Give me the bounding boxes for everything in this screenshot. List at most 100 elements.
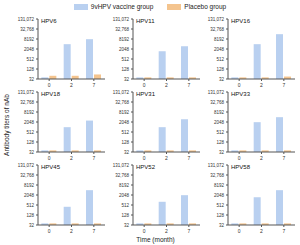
svg-text:131,072: 131,072 xyxy=(208,163,225,168)
svg-text:0: 0 xyxy=(143,228,146,234)
svg-text:0: 0 xyxy=(48,228,51,234)
svg-text:128: 128 xyxy=(26,213,34,218)
svg-text:131,072: 131,072 xyxy=(113,17,130,22)
svg-text:0: 0 xyxy=(238,82,241,88)
svg-text:2048: 2048 xyxy=(119,120,130,125)
svg-text:128: 128 xyxy=(121,213,129,218)
svg-text:131,072: 131,072 xyxy=(18,17,35,22)
svg-text:2048: 2048 xyxy=(24,120,35,125)
svg-text:512: 512 xyxy=(216,57,224,62)
svg-text:32,768: 32,768 xyxy=(20,27,34,32)
svg-text:128: 128 xyxy=(121,67,129,72)
svg-text:128: 128 xyxy=(26,140,34,145)
svg-text:512: 512 xyxy=(216,130,224,135)
svg-text:2: 2 xyxy=(260,228,263,234)
svg-text:32: 32 xyxy=(219,150,225,155)
svg-text:128: 128 xyxy=(216,213,224,218)
html-text:HPV33: HPV33 xyxy=(231,91,250,97)
svg-text:7: 7 xyxy=(92,228,95,234)
svg-text:32,768: 32,768 xyxy=(115,100,129,105)
svg-text:2: 2 xyxy=(70,228,73,234)
svg-text:7: 7 xyxy=(282,82,285,88)
svg-text:128: 128 xyxy=(121,140,129,145)
svg-text:2: 2 xyxy=(70,155,73,161)
html-text:9vHPV vaccine group: 9vHPV vaccine group xyxy=(90,3,154,10)
svg-text:7: 7 xyxy=(92,155,95,161)
svg-text:7: 7 xyxy=(187,228,190,234)
svg-text:8192: 8192 xyxy=(214,37,225,42)
svg-text:32: 32 xyxy=(29,150,35,155)
svg-text:2048: 2048 xyxy=(24,193,35,198)
svg-text:8192: 8192 xyxy=(119,37,130,42)
svg-text:32: 32 xyxy=(219,77,225,82)
html-text:HPV18: HPV18 xyxy=(41,91,60,97)
svg-text:0: 0 xyxy=(238,155,241,161)
svg-text:8192: 8192 xyxy=(119,183,130,188)
html-text:Placebo group: Placebo group xyxy=(184,3,227,10)
svg-text:32: 32 xyxy=(124,77,130,82)
svg-text:512: 512 xyxy=(121,203,129,208)
svg-text:8192: 8192 xyxy=(24,110,35,115)
svg-text:7: 7 xyxy=(187,82,190,88)
svg-text:7: 7 xyxy=(187,155,190,161)
svg-text:2048: 2048 xyxy=(214,193,225,198)
svg-text:0: 0 xyxy=(143,155,146,161)
svg-text:512: 512 xyxy=(26,57,34,62)
svg-text:32,768: 32,768 xyxy=(115,173,129,178)
svg-text:2: 2 xyxy=(165,82,168,88)
svg-text:32,768: 32,768 xyxy=(20,173,34,178)
svg-text:512: 512 xyxy=(26,203,34,208)
html-text:HPV16: HPV16 xyxy=(231,18,250,24)
svg-text:0: 0 xyxy=(238,228,241,234)
svg-text:2048: 2048 xyxy=(24,47,35,52)
svg-text:131,072: 131,072 xyxy=(113,90,130,95)
svg-text:2: 2 xyxy=(260,155,263,161)
html-text:Time (month): Time (month) xyxy=(136,236,175,243)
html-text:Antibody titers of nAb: Antibody titers of nAb xyxy=(2,93,10,156)
svg-text:0: 0 xyxy=(143,82,146,88)
svg-text:32: 32 xyxy=(29,223,35,228)
svg-text:2: 2 xyxy=(70,82,73,88)
html-text:HPV11: HPV11 xyxy=(136,18,155,24)
svg-text:512: 512 xyxy=(216,203,224,208)
svg-text:7: 7 xyxy=(92,82,95,88)
svg-text:7: 7 xyxy=(282,228,285,234)
svg-text:32,768: 32,768 xyxy=(210,173,224,178)
svg-text:131,072: 131,072 xyxy=(208,17,225,22)
svg-text:32,768: 32,768 xyxy=(115,27,129,32)
svg-text:131,072: 131,072 xyxy=(208,90,225,95)
svg-text:8192: 8192 xyxy=(119,110,130,115)
svg-text:32,768: 32,768 xyxy=(210,100,224,105)
svg-text:32,768: 32,768 xyxy=(20,100,34,105)
svg-text:128: 128 xyxy=(216,140,224,145)
svg-text:2: 2 xyxy=(165,228,168,234)
svg-text:512: 512 xyxy=(121,130,129,135)
svg-text:32: 32 xyxy=(124,150,130,155)
svg-text:8192: 8192 xyxy=(24,37,35,42)
svg-text:8192: 8192 xyxy=(214,110,225,115)
svg-text:0: 0 xyxy=(48,82,51,88)
svg-text:32: 32 xyxy=(219,223,225,228)
svg-text:2048: 2048 xyxy=(214,47,225,52)
svg-text:512: 512 xyxy=(121,57,129,62)
svg-text:8192: 8192 xyxy=(214,183,225,188)
svg-text:8192: 8192 xyxy=(24,183,35,188)
svg-text:32: 32 xyxy=(29,77,35,82)
svg-text:0: 0 xyxy=(48,155,51,161)
svg-text:7: 7 xyxy=(282,155,285,161)
svg-text:32,768: 32,768 xyxy=(210,27,224,32)
svg-text:2048: 2048 xyxy=(214,120,225,125)
svg-text:131,072: 131,072 xyxy=(18,90,35,95)
svg-text:128: 128 xyxy=(26,67,34,72)
svg-text:2048: 2048 xyxy=(119,193,130,198)
svg-text:131,072: 131,072 xyxy=(18,163,35,168)
html-text:HPV31: HPV31 xyxy=(136,91,155,97)
svg-text:32: 32 xyxy=(124,223,130,228)
svg-text:2: 2 xyxy=(260,82,263,88)
svg-text:2: 2 xyxy=(165,155,168,161)
svg-text:2048: 2048 xyxy=(119,47,130,52)
html-text:HPV6: HPV6 xyxy=(41,18,57,24)
svg-text:131,072: 131,072 xyxy=(113,163,130,168)
svg-text:128: 128 xyxy=(216,67,224,72)
svg-text:512: 512 xyxy=(26,130,34,135)
